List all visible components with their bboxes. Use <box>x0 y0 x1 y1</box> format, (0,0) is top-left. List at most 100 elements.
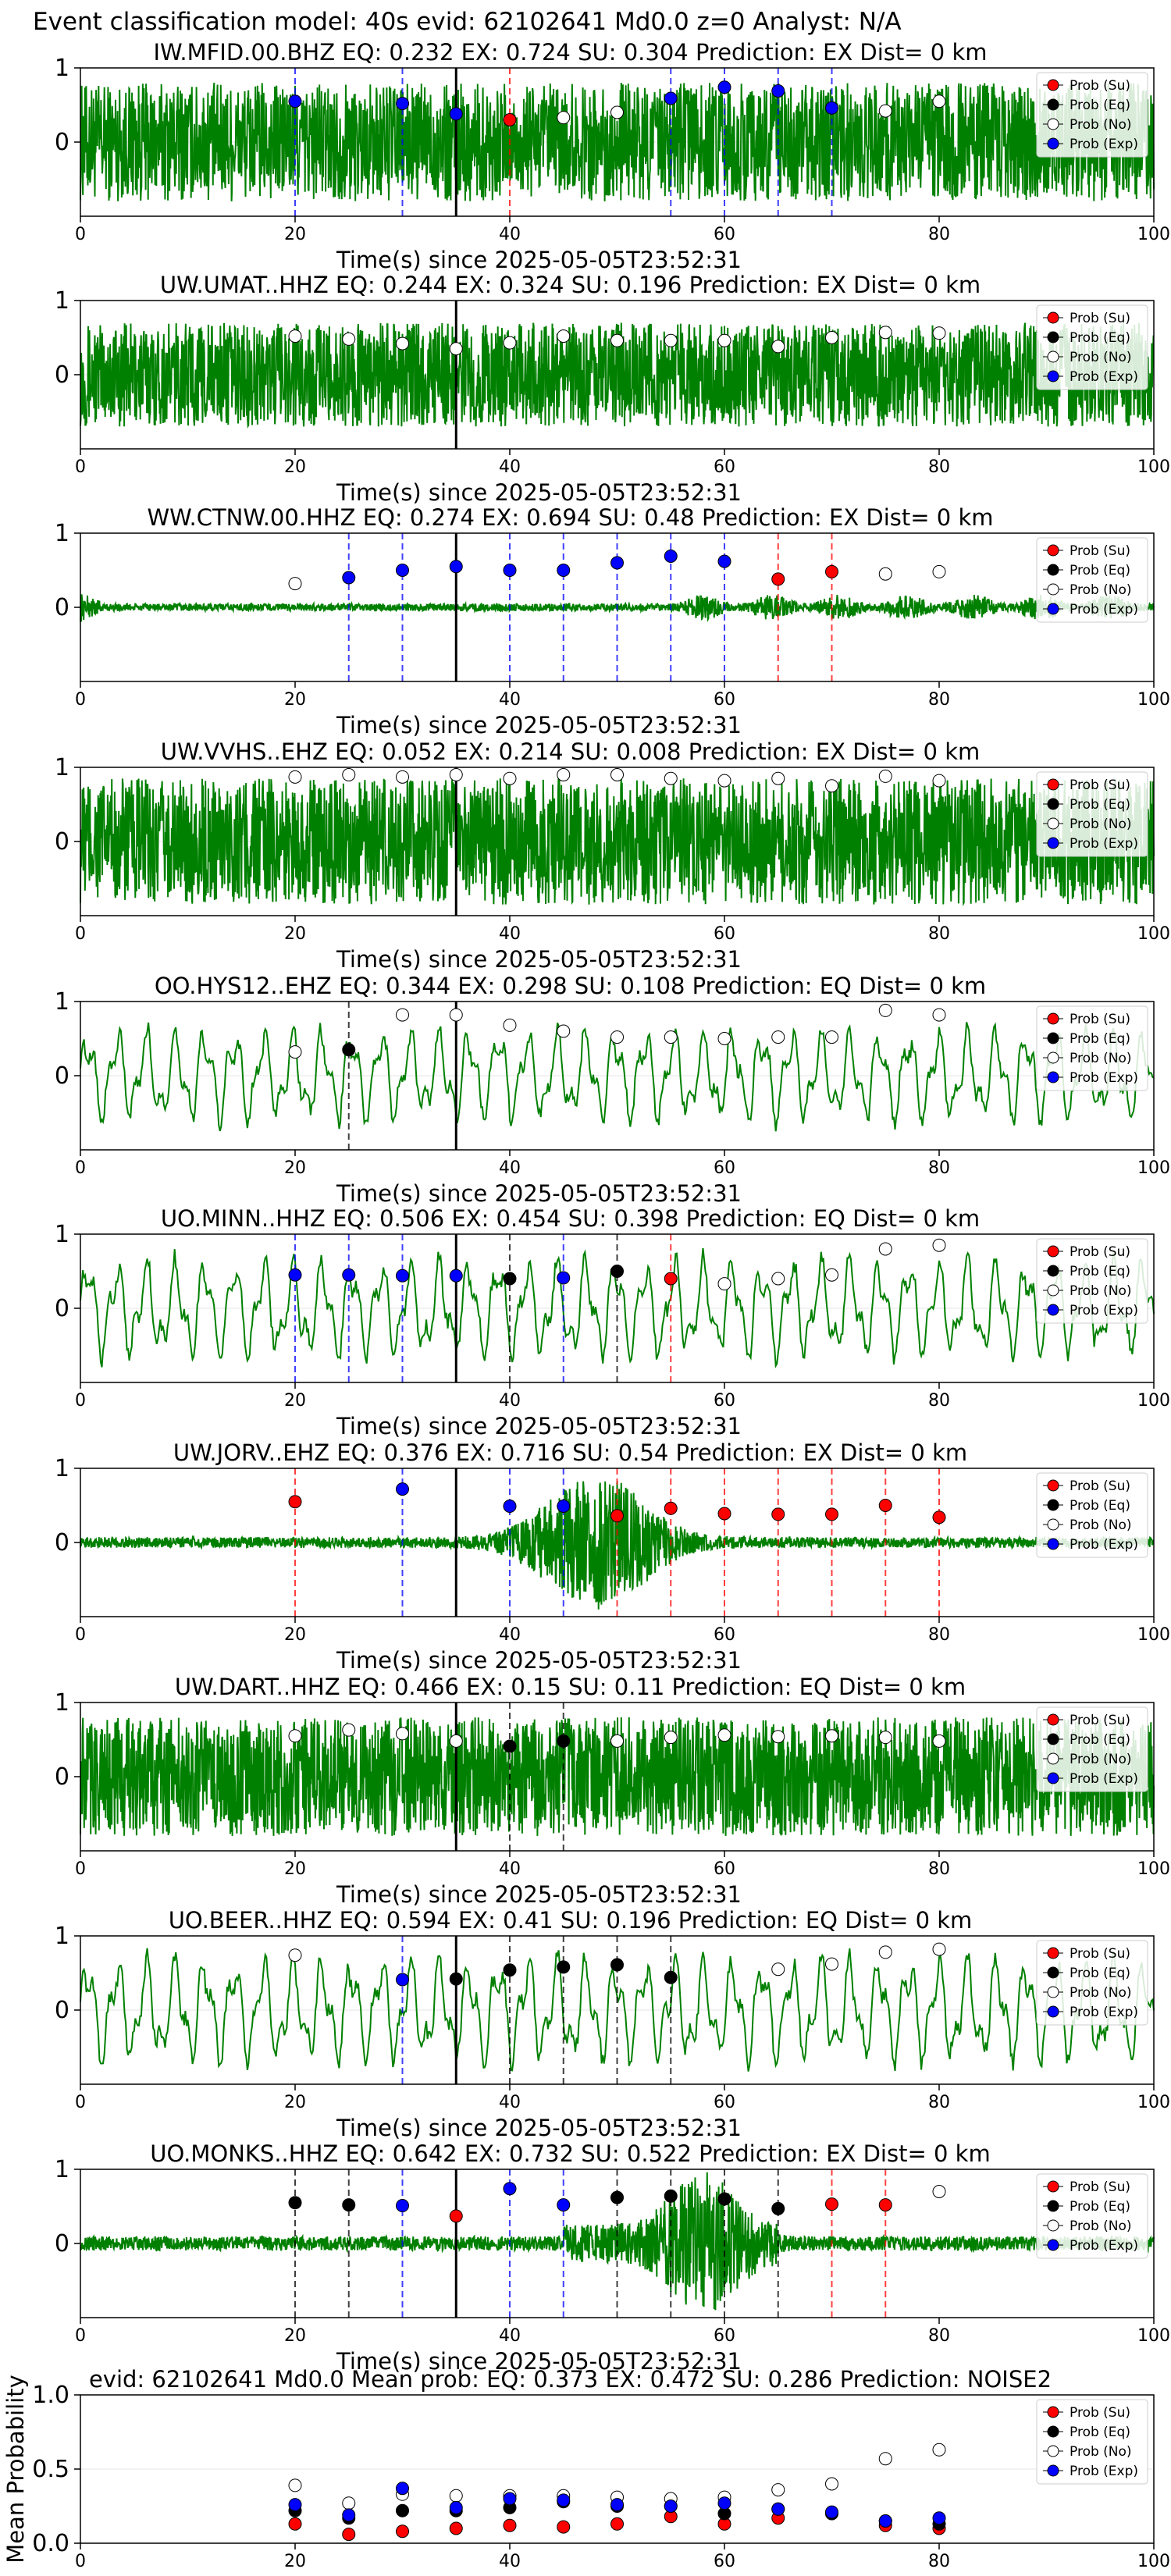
legend-marker <box>1047 1947 1059 1959</box>
legend-box <box>1036 771 1148 857</box>
prob-marker-no <box>288 1948 302 1962</box>
prob-marker-no <box>610 768 624 781</box>
prob-marker-exp <box>503 1499 517 1513</box>
legend-label: Prob (Su) <box>1070 2405 1130 2421</box>
legend-label: Prob (Su) <box>1070 1946 1130 1962</box>
x-tick-label: 100 <box>1137 690 1170 710</box>
prob-marker-su <box>664 1501 678 1515</box>
x-tick-label: 80 <box>928 457 950 477</box>
prob-marker-su <box>610 1509 624 1523</box>
station-panel-6: UO.MINN..HHZ EQ: 0.506 EX: 0.454 SU: 0.3… <box>55 1205 1170 1439</box>
prob-marker-no <box>825 1030 838 1044</box>
prob-marker-su <box>932 1510 946 1525</box>
prob-marker-no <box>449 1734 463 1748</box>
legend-label: Prob (Eq) <box>1070 1031 1130 1047</box>
prob-marker-no <box>771 1272 785 1286</box>
legend-label: Prob (Su) <box>1070 1012 1130 1027</box>
waveform-trace <box>80 2172 1155 2311</box>
legend-marker <box>1047 1713 1059 1726</box>
waveform-trace <box>80 778 1155 907</box>
prob-marker-exp <box>717 554 731 568</box>
prob-marker-no <box>396 770 409 784</box>
x-tick-label: 20 <box>284 457 306 477</box>
mean-prob-point-exp <box>771 2502 785 2516</box>
prob-marker-eq <box>664 2189 678 2203</box>
legend-marker <box>1047 350 1059 363</box>
mean-prob-point-exp <box>557 2493 571 2507</box>
x-axis-label: Time(s) since 2025-05-05T23:52:31 <box>336 946 742 973</box>
legend-marker <box>1047 1051 1059 1064</box>
y-axis-label: Mean Probability <box>2 2375 29 2564</box>
x-tick-label: 100 <box>1137 2552 1170 2571</box>
waveform-trace <box>80 322 1155 429</box>
y-tick-label: 1 <box>55 1455 69 1482</box>
legend-marker <box>1047 1245 1059 1258</box>
legend-box <box>1036 1472 1148 1558</box>
legend-label: Prob (Eq) <box>1070 2199 1130 2215</box>
prob-marker-eq <box>717 2192 731 2206</box>
legend-label: Prob (Eq) <box>1070 563 1130 578</box>
prob-marker-su <box>825 1507 838 1521</box>
prob-marker-no <box>664 771 678 785</box>
legend-marker <box>1047 98 1059 111</box>
x-tick-label: 40 <box>499 2326 521 2346</box>
legend-marker <box>1047 1284 1059 1297</box>
legend-marker <box>1047 1265 1059 1277</box>
prob-marker-eq <box>342 1043 356 1057</box>
prob-marker-no <box>825 1268 838 1282</box>
x-tick-label: 0 <box>75 1391 86 1411</box>
prob-marker-su <box>771 1507 785 1521</box>
x-tick-label: 20 <box>284 690 306 710</box>
legend-label: Prob (Exp) <box>1070 602 1138 617</box>
legend-box <box>1036 537 1148 623</box>
legend-marker <box>1047 2219 1059 2232</box>
prob-marker-no <box>878 104 892 118</box>
legend-box <box>1036 1706 1148 1792</box>
legend-label: Prob (No) <box>1070 817 1132 832</box>
prob-marker-eq <box>288 2196 302 2210</box>
prob-marker-exp <box>771 84 785 98</box>
panel-title: UO.BEER..HHZ EQ: 0.594 EX: 0.41 SU: 0.19… <box>169 1907 973 1934</box>
prob-marker-exp <box>557 564 571 577</box>
legend-marker <box>1047 331 1059 343</box>
station-panel-5: OO.HYS12..EHZ EQ: 0.344 EX: 0.298 SU: 0.… <box>55 973 1170 1207</box>
prob-marker-exp <box>449 107 463 121</box>
mean-prob-point-exp <box>825 2505 838 2519</box>
prob-marker-no <box>503 771 517 785</box>
prob-marker-no <box>825 1957 838 1971</box>
legend-label: Prob (No) <box>1070 2444 1132 2460</box>
legend-label: Prob (No) <box>1070 2218 1132 2234</box>
mean-prob-point-exp <box>449 2500 463 2514</box>
y-tick-label: 1.0 <box>32 2382 69 2409</box>
prob-marker-no <box>288 1729 302 1743</box>
legend-label: Prob (Exp) <box>1070 836 1138 852</box>
prob-marker-eq <box>342 2198 356 2212</box>
mean-prob-point-no <box>878 2452 892 2466</box>
x-tick-label: 60 <box>714 924 735 944</box>
y-tick-label: 1 <box>55 988 69 1016</box>
x-tick-label: 100 <box>1137 924 1170 944</box>
x-axis-label: Time(s) since 2025-05-05T23:52:31 <box>336 1413 742 1439</box>
prob-marker-exp <box>396 1268 409 1283</box>
mean-probability-panel: evid: 62102641 Md0.0 Mean prob: EQ: 0.37… <box>2 2366 1170 2571</box>
x-tick-label: 40 <box>499 225 521 244</box>
x-tick-label: 0 <box>75 2093 86 2112</box>
y-tick-label: 1 <box>55 2156 69 2183</box>
waveform-trace <box>80 82 1155 201</box>
panel-title: UO.MONKS..HHZ EQ: 0.642 EX: 0.732 SU: 0.… <box>150 2140 990 2167</box>
prob-marker-no <box>664 333 678 347</box>
prob-marker-exp <box>503 564 517 577</box>
station-panel-7: UW.JORV..EHZ EQ: 0.376 EX: 0.716 SU: 0.5… <box>55 1439 1170 1674</box>
legend-label: Prob (Exp) <box>1070 2005 1138 2020</box>
x-tick-label: 100 <box>1137 1158 1170 1178</box>
legend-marker <box>1047 2445 1059 2457</box>
legend-label: Prob (Exp) <box>1070 369 1138 385</box>
x-tick-label: 80 <box>928 2093 950 2112</box>
legend-label: Prob (Exp) <box>1070 1070 1138 1086</box>
x-tick-label: 20 <box>284 2326 306 2346</box>
panel-title: UW.JORV..EHZ EQ: 0.376 EX: 0.716 SU: 0.5… <box>173 1439 967 1466</box>
legend-label: Prob (Eq) <box>1070 797 1130 813</box>
prob-marker-no <box>664 1731 678 1745</box>
x-tick-label: 100 <box>1137 1625 1170 1645</box>
prob-marker-eq <box>557 1960 571 1974</box>
